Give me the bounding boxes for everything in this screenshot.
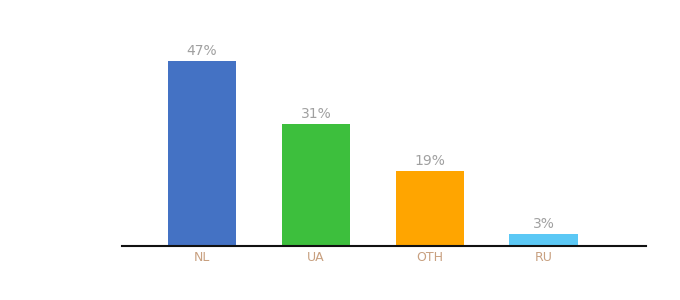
Text: 3%: 3% [532, 217, 554, 231]
Text: 19%: 19% [414, 154, 445, 168]
Text: 31%: 31% [301, 107, 331, 121]
Text: 47%: 47% [187, 44, 218, 58]
Bar [396, 171, 464, 246]
Bar [509, 234, 578, 246]
Bar [282, 124, 350, 246]
Bar [168, 61, 236, 246]
